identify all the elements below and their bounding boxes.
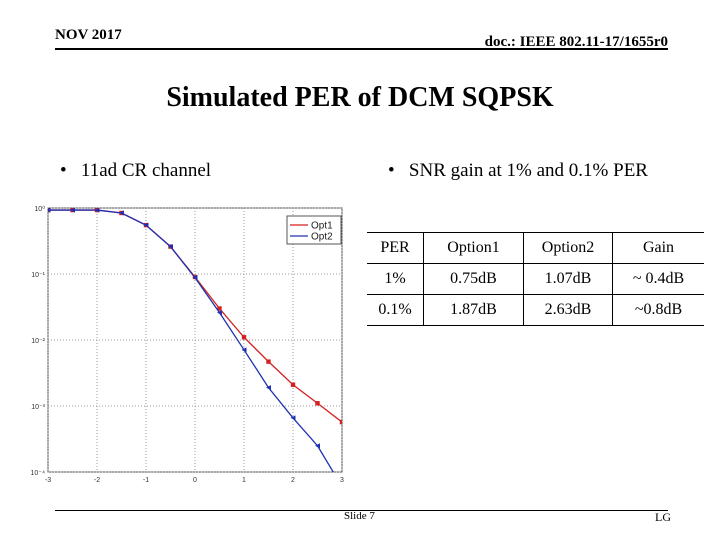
bullet: • SNR gain at 1% and 0.1% PER [388,160,648,181]
point [48,208,51,213]
bullet: • 11ad CR channel [60,160,212,181]
header-rule [55,48,668,50]
point [266,385,271,391]
table-cell: Option1 [423,232,524,264]
footer-slide: Slide 7 [344,510,375,522]
table-row: 0.1% 1.87dB 2.63dB ~0.8dB [367,294,704,326]
table-row: PER Option1 Option2 Gain [367,232,704,264]
legend-label: Opt2 [311,232,333,243]
table-cell: PER [367,232,424,264]
y-tick-label: 10⁻² [31,338,45,345]
table: PER Option1 Option2 Gain 1% 0.75dB 1.07dB ~ 0.4… [367,232,704,326]
x-tick-label: -1 [143,477,149,484]
point [266,359,271,364]
header-doc: doc.: IEEE 802.11-17/1655r0 [484,34,668,50]
point [339,419,342,425]
header-date: NOV 2017 [55,27,122,43]
legend-box [286,215,342,245]
table-cell: 0.75dB [423,263,524,295]
y-tick-label: 10⁰ [34,205,45,213]
legend-label: Opt1 [311,221,333,232]
point [192,275,198,281]
point [290,382,296,387]
y-tick-label: 10⁻³ [31,404,45,411]
table-cell: Gain [612,232,704,264]
point [143,222,149,228]
table-cell: 1% [367,263,424,295]
point [217,306,222,311]
point [168,244,173,250]
table-cell: 2.63dB [523,294,613,326]
point [119,210,124,216]
point [340,484,345,489]
x-tick-label: 2 [291,477,295,484]
table-cell: 1.07dB [523,263,613,295]
x-tick-label: 1 [242,477,246,484]
point [290,415,296,421]
table-row: 1% 0.75dB 1.07dB ~ 0.4dB [367,263,704,295]
point [315,401,320,406]
x-tick-label: 3 [340,477,344,484]
point [70,208,75,213]
bullet-text: SNR gain at 1% and 0.1% PER [408,160,648,181]
bullet-text: 11ad CR channel [80,160,212,181]
x-tick-label: 0 [193,477,197,484]
footer-author: LG [655,510,671,524]
x-tick-label: -2 [94,477,100,484]
point [315,443,320,449]
footer-rule [55,510,668,511]
table-cell: Option2 [523,232,613,264]
point [217,310,222,316]
point [241,347,247,353]
table-cell: ~ 0.4dB [612,263,704,295]
table-cell: ~0.8dB [612,294,704,326]
x-tick-label: -3 [45,477,51,484]
slide-title: Simulated PER of DCM SQPSK [166,82,554,113]
point [94,208,100,213]
table-cell: 0.1% [367,294,424,326]
point [241,335,247,340]
table-cell: 1.87dB [423,294,524,326]
y-tick-label: 10⁻¹ [31,272,45,279]
y-tick-label: 10⁻⁴ [31,470,46,477]
